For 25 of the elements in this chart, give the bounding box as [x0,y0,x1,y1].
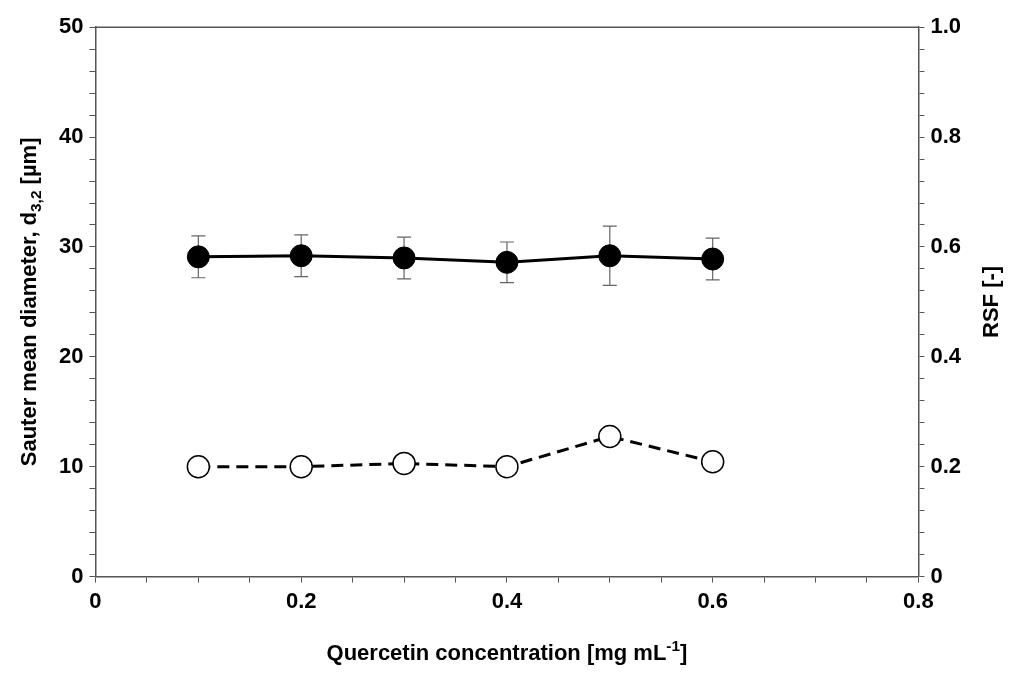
x-tick-label: 0.2 [285,587,317,613]
y2-tick-label: 0.8 [930,123,962,149]
y2-tick-label: 0.2 [930,452,962,478]
y-tick-label: 40 [58,123,84,149]
y-tick-label: 50 [58,13,84,39]
y-tick-label: 10 [58,452,84,478]
y2-tick-label: 1.0 [930,13,962,39]
x-tick-label: 0.6 [697,587,728,613]
point [495,454,519,479]
y2-axis-title: RSF [-] [978,265,1004,338]
point [289,454,313,479]
point [700,450,725,474]
point [598,424,622,449]
y-tick-label: 30 [58,233,84,259]
point [186,454,211,479]
x-tick-label: 0.4 [491,587,523,613]
x-tick-label: 0.8 [903,587,934,613]
y2-tick-label: 0 [930,562,943,588]
x-tick-label: 0 [89,587,102,613]
y2-tick-label: 0.4 [930,342,962,368]
y-tick-label: 20 [58,342,84,368]
y2-tick-label: 0.6 [930,233,962,259]
point [392,451,416,476]
y-axis-title: Sauter mean diameter, d3,2 [µm] [16,137,44,467]
y-tick-label: 0 [71,562,84,588]
